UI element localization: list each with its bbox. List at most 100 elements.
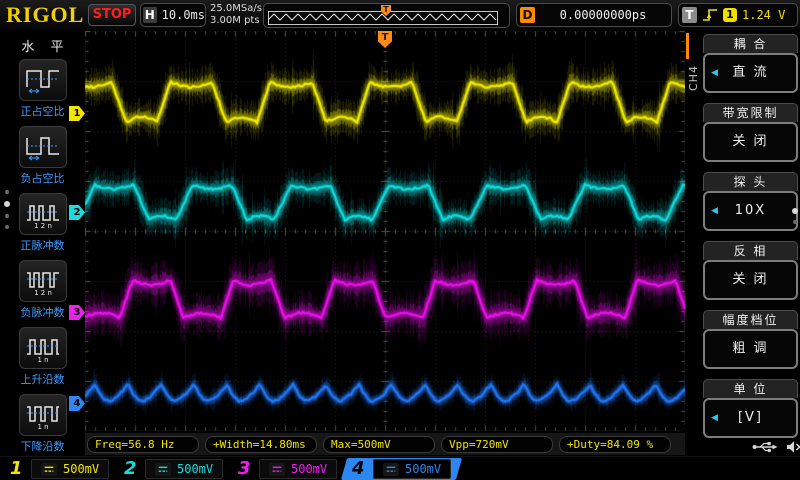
positive-pulse-count-icon: 1 2 n xyxy=(18,193,67,235)
channel-number: 2 xyxy=(124,458,137,479)
channel-status-3[interactable]: 3 500mV xyxy=(230,458,345,480)
waveform-display: T 1 2 3 4 xyxy=(69,31,685,431)
sidebar-item-label: 正脉冲数 xyxy=(20,239,65,252)
measure-sidebar: 水 平 正占空比 负占空比 1 2 n 正脉冲数 1 2 n 负脉冲数 1 n 上升沿数 1 n… xyxy=(0,30,85,453)
negative-pulse-count-icon: 1 2 n xyxy=(18,260,67,302)
waveform-canvas xyxy=(85,31,685,431)
channel-status-bar: 1 500mV 2 500mV 3 500mV 4 500mV xyxy=(0,456,800,480)
channel-status-1[interactable]: 1 500mV xyxy=(2,458,117,480)
menu-button-value: 关 闭 xyxy=(732,134,769,149)
sidebar-item-positive-duty-cycle[interactable]: 正占空比 xyxy=(0,59,85,124)
menu-button-5[interactable]: ◀ [V] xyxy=(703,398,798,438)
menu-button-1[interactable]: 关 闭 xyxy=(703,122,798,162)
measurement-pill-3: Vpp=720mV xyxy=(441,435,553,453)
menu-group-title: 单 位 xyxy=(703,379,798,398)
page-dot xyxy=(792,208,798,214)
sidebar-title: 水 平 xyxy=(21,40,70,55)
run-state-badge[interactable]: STOP xyxy=(88,4,136,26)
rising-edge-trigger-icon xyxy=(703,9,717,21)
delay-label: D xyxy=(520,7,535,23)
menu-accent-bar xyxy=(686,33,689,59)
menu-button-value: 直 流 xyxy=(732,65,769,80)
channel-scale: 500mV xyxy=(290,462,327,476)
channel-menu-panel: CH4 耦 合 ◀ 直 流带宽限制关 闭探 头 ◀ 10X 反 相关 闭幅度档位粗 调单 … xyxy=(686,30,800,445)
trigger-position-mini-marker[interactable]: T xyxy=(381,5,391,16)
channel-scale: 500mV xyxy=(62,462,99,476)
svg-text:1 2 n: 1 2 n xyxy=(34,222,52,230)
dc-coupling-icon xyxy=(158,466,167,472)
delay-block[interactable]: D 0.00000000ps xyxy=(516,3,672,27)
system-status-icons xyxy=(752,440,800,454)
menu-button-2[interactable]: ◀ 10X xyxy=(703,191,798,231)
channel-status-2[interactable]: 2 500mV xyxy=(116,458,231,480)
menu-group-title: 带宽限制 xyxy=(703,103,798,122)
menu-button-value: 粗 调 xyxy=(732,341,769,356)
acquisition-info: 25.0MSa/s 3.00M pts xyxy=(210,3,262,27)
positive-duty-cycle-icon xyxy=(18,59,67,101)
horizontal-timebase-block[interactable]: H 10.0ms xyxy=(140,3,206,27)
menu-button-value: 10X xyxy=(734,203,767,218)
delay-value: 0.00000000ps xyxy=(559,8,647,22)
trigger-level-value: 1.24 V xyxy=(742,8,786,22)
page-dot xyxy=(5,214,9,218)
trigger-position-marker[interactable]: T xyxy=(378,31,392,48)
top-status-bar: RIGOL STOP H 10.0ms 25.0MSa/s 3.00M pts … xyxy=(0,0,800,31)
menu-button-4[interactable]: 粗 调 xyxy=(703,329,798,369)
falling-edge-count-icon: 1 n xyxy=(18,394,67,436)
h-label: H xyxy=(143,7,157,23)
sidebar-item-label: 正占空比 xyxy=(20,105,65,118)
usb-icon xyxy=(752,442,778,453)
page-dot xyxy=(5,225,9,229)
dc-coupling-icon xyxy=(272,466,281,472)
menu-group-title: 探 头 xyxy=(703,172,798,191)
measurement-pill-2: Max=500mV xyxy=(323,435,435,453)
sidebar-item-rising-edge-count[interactable]: 1 n 上升沿数 xyxy=(0,327,85,392)
channel-status-4[interactable]: 4 500mV xyxy=(340,458,462,480)
memory-depth: 3.00M pts xyxy=(210,15,260,26)
sample-rate: 25.0MSa/s xyxy=(210,3,262,14)
menu-button-value: [V] xyxy=(737,410,764,425)
channel-3-offset-marker[interactable]: 3 xyxy=(69,305,85,320)
rising-edge-count-icon: 1 n xyxy=(18,327,67,369)
dc-coupling-icon xyxy=(386,466,395,472)
menu-button-value: 关 闭 xyxy=(732,272,769,287)
sidebar-item-label: 上升沿数 xyxy=(20,373,65,386)
page-dot xyxy=(793,220,797,224)
waveform-overview-bar[interactable]: T xyxy=(263,3,510,28)
page-dot xyxy=(4,201,10,207)
channel-1-offset-marker[interactable]: 1 xyxy=(69,106,85,121)
sidebar-item-label: 负占空比 xyxy=(20,172,65,185)
chevron-left-icon: ◀ xyxy=(711,413,720,423)
chevron-left-icon: ◀ xyxy=(711,68,720,78)
menu-page-dots xyxy=(792,208,798,224)
negative-duty-cycle-icon xyxy=(18,126,67,168)
page-dot xyxy=(5,190,9,194)
menu-channel-tab[interactable]: CH4 xyxy=(687,65,700,91)
sidebar-page-dots xyxy=(4,190,10,229)
channel-2-offset-marker[interactable]: 2 xyxy=(69,205,85,220)
sidebar-item-label: 下降沿数 xyxy=(20,440,65,453)
trigger-source-badge: 1 xyxy=(723,8,737,22)
channel-number: 1 xyxy=(10,458,23,479)
menu-group-title: 耦 合 xyxy=(703,34,798,53)
brand-logo: RIGOL xyxy=(6,2,85,27)
sidebar-item-positive-pulse-count[interactable]: 1 2 n 正脉冲数 xyxy=(0,193,85,258)
menu-button-3[interactable]: 关 闭 xyxy=(703,260,798,300)
channel-number: 3 xyxy=(238,458,251,479)
svg-text:1 n: 1 n xyxy=(37,423,48,431)
channel-scale: 500mV xyxy=(404,462,441,476)
measurement-bar: Freq=56.8 Hz +Width=14.80ms Max=500mV Vpp=7… xyxy=(85,433,685,455)
sidebar-item-label: 负脉冲数 xyxy=(20,306,65,319)
trigger-label: T xyxy=(682,7,697,23)
sidebar-item-falling-edge-count[interactable]: 1 n 下降沿数 xyxy=(0,394,85,459)
menu-group-title: 幅度档位 xyxy=(703,310,798,329)
sidebar-item-negative-duty-cycle[interactable]: 负占空比 xyxy=(0,126,85,191)
menu-button-0[interactable]: ◀ 直 流 xyxy=(703,53,798,93)
dc-coupling-icon xyxy=(44,466,53,472)
sidebar-item-negative-pulse-count[interactable]: 1 2 n 负脉冲数 xyxy=(0,260,85,325)
channel-4-offset-marker[interactable]: 4 xyxy=(69,396,85,411)
trigger-block[interactable]: T 1 1.24 V xyxy=(678,3,798,27)
measurement-pill-4: +Duty=84.09 % xyxy=(559,435,671,453)
chevron-left-icon: ◀ xyxy=(711,206,720,216)
speaker-muted-icon xyxy=(787,441,800,453)
